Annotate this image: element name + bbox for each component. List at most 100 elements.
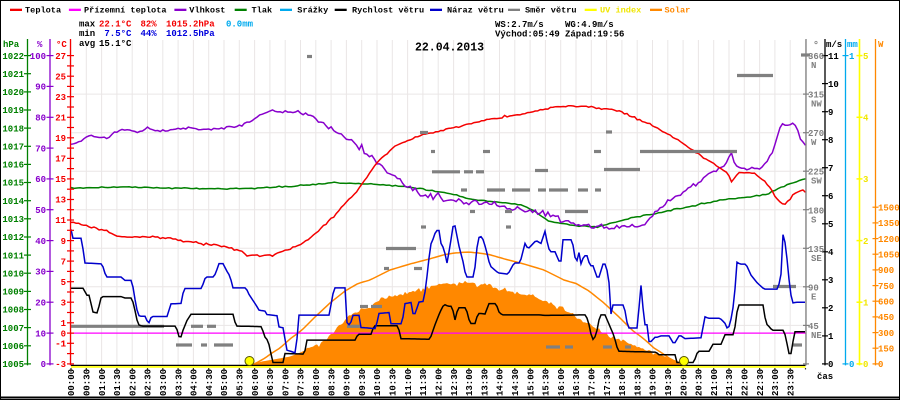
svg-text:18:30: 18:30: [633, 369, 643, 396]
svg-text:30: 30: [35, 268, 46, 278]
svg-text:01:30: 01:30: [113, 369, 123, 396]
svg-text:%: %: [37, 40, 43, 50]
svg-text:135: 135: [808, 245, 824, 255]
svg-text:14:30: 14:30: [511, 369, 521, 396]
svg-text:17:30: 17:30: [603, 369, 613, 396]
svg-text:17:00: 17:00: [588, 369, 598, 396]
svg-text:Vlhkost: Vlhkost: [189, 6, 225, 16]
svg-text:1: 1: [849, 52, 855, 62]
svg-text:7: 7: [61, 257, 66, 267]
svg-text:NW: NW: [811, 100, 822, 110]
svg-text:19: 19: [55, 134, 66, 144]
svg-text:07:00: 07:00: [281, 369, 291, 396]
svg-text:E: E: [811, 292, 817, 302]
svg-text:1012: 1012: [2, 233, 24, 243]
svg-text:15:30: 15:30: [542, 369, 552, 396]
svg-text:1350: 1350: [878, 219, 900, 229]
svg-text:315: 315: [808, 91, 824, 101]
svg-text:1050: 1050: [878, 250, 900, 260]
svg-text:20:00: 20:00: [679, 369, 689, 396]
svg-text:0: 0: [828, 360, 833, 370]
svg-text:23: 23: [55, 93, 66, 103]
svg-text:10: 10: [828, 80, 839, 90]
svg-text:225: 225: [808, 168, 824, 178]
svg-text:22:00: 22:00: [741, 369, 751, 396]
svg-text:0: 0: [849, 360, 854, 370]
svg-text:W: W: [811, 138, 817, 148]
svg-text:00:00: 00:00: [67, 369, 77, 396]
svg-text:03:30: 03:30: [174, 369, 184, 396]
svg-text:min: min: [79, 29, 95, 39]
svg-text:15.1°C: 15.1°C: [99, 39, 132, 49]
svg-text:750: 750: [878, 282, 894, 292]
svg-text:05:00: 05:00: [220, 369, 230, 396]
svg-text:20: 20: [35, 298, 46, 308]
svg-text:0: 0: [41, 360, 46, 370]
svg-text:01:00: 01:00: [98, 369, 108, 396]
svg-text:5: 5: [863, 52, 868, 62]
svg-text:1016: 1016: [2, 161, 24, 171]
svg-text:3: 3: [863, 175, 868, 185]
svg-text:16:00: 16:00: [557, 369, 567, 396]
svg-text:Srážky: Srážky: [297, 6, 328, 16]
svg-text:1013: 1013: [2, 215, 24, 225]
svg-text:Západ:19:56: Západ:19:56: [565, 30, 624, 40]
svg-text:°C: °C: [56, 40, 67, 50]
svg-text:900: 900: [878, 266, 894, 276]
svg-text:11: 11: [828, 52, 839, 62]
svg-text:1015: 1015: [2, 179, 24, 189]
svg-text:0: 0: [878, 360, 883, 370]
svg-text:1020: 1020: [2, 88, 24, 98]
svg-text:-1: -1: [55, 340, 66, 350]
svg-text:9: 9: [61, 237, 66, 247]
svg-text:3: 3: [828, 276, 833, 286]
svg-text:1015.2hPa: 1015.2hPa: [166, 20, 215, 30]
svg-text:09:30: 09:30: [358, 369, 368, 396]
svg-text:21:30: 21:30: [725, 369, 735, 396]
svg-text:Přízemní teplota: Přízemní teplota: [84, 6, 167, 16]
svg-text:5: 5: [61, 278, 66, 288]
svg-text:23:30: 23:30: [786, 369, 796, 396]
svg-text:2: 2: [828, 304, 833, 314]
svg-text:1: 1: [61, 319, 67, 329]
svg-text:WG:4.9m/s: WG:4.9m/s: [565, 20, 614, 30]
svg-text:Tlak: Tlak: [252, 6, 273, 16]
svg-text:1014: 1014: [2, 197, 24, 207]
svg-text:-3: -3: [55, 360, 66, 370]
svg-text:23:00: 23:00: [771, 369, 781, 396]
svg-text:5: 5: [828, 220, 833, 230]
svg-text:6: 6: [828, 192, 833, 202]
svg-text:0: 0: [61, 329, 66, 339]
svg-text:Náraz větru: Náraz větru: [447, 6, 504, 16]
svg-text:1007: 1007: [2, 324, 24, 334]
svg-text:19:00: 19:00: [649, 369, 659, 396]
svg-text:60: 60: [35, 175, 46, 185]
svg-text:11:00: 11:00: [404, 369, 414, 396]
svg-text:21: 21: [55, 113, 66, 123]
svg-text:Rychlost větru: Rychlost větru: [352, 6, 424, 16]
svg-text:06:00: 06:00: [251, 369, 261, 396]
svg-text:360: 360: [808, 52, 824, 62]
svg-text:1008: 1008: [2, 306, 24, 316]
svg-text:avg: avg: [79, 39, 95, 49]
svg-text:11:30: 11:30: [419, 369, 429, 396]
svg-text:80: 80: [35, 113, 46, 123]
svg-text:1019: 1019: [2, 106, 24, 116]
svg-text:0: 0: [863, 360, 868, 370]
svg-text:90: 90: [35, 83, 46, 93]
svg-text:Teplota: Teplota: [25, 6, 61, 16]
svg-text:čas: čas: [817, 372, 833, 382]
svg-text:300: 300: [878, 329, 894, 339]
svg-text:SW: SW: [811, 177, 822, 187]
svg-text:90: 90: [808, 283, 819, 293]
svg-text:15:00: 15:00: [526, 369, 536, 396]
svg-text:06:30: 06:30: [266, 369, 276, 396]
svg-text:max: max: [79, 20, 96, 30]
svg-text:0.0mm: 0.0mm: [226, 20, 254, 30]
svg-text:22.04.2013: 22.04.2013: [415, 42, 484, 55]
svg-text:N: N: [811, 61, 816, 71]
svg-text:7: 7: [828, 164, 833, 174]
svg-text:600: 600: [878, 297, 894, 307]
svg-text:13: 13: [55, 196, 66, 206]
svg-text:22.1°C: 22.1°C: [99, 20, 132, 30]
